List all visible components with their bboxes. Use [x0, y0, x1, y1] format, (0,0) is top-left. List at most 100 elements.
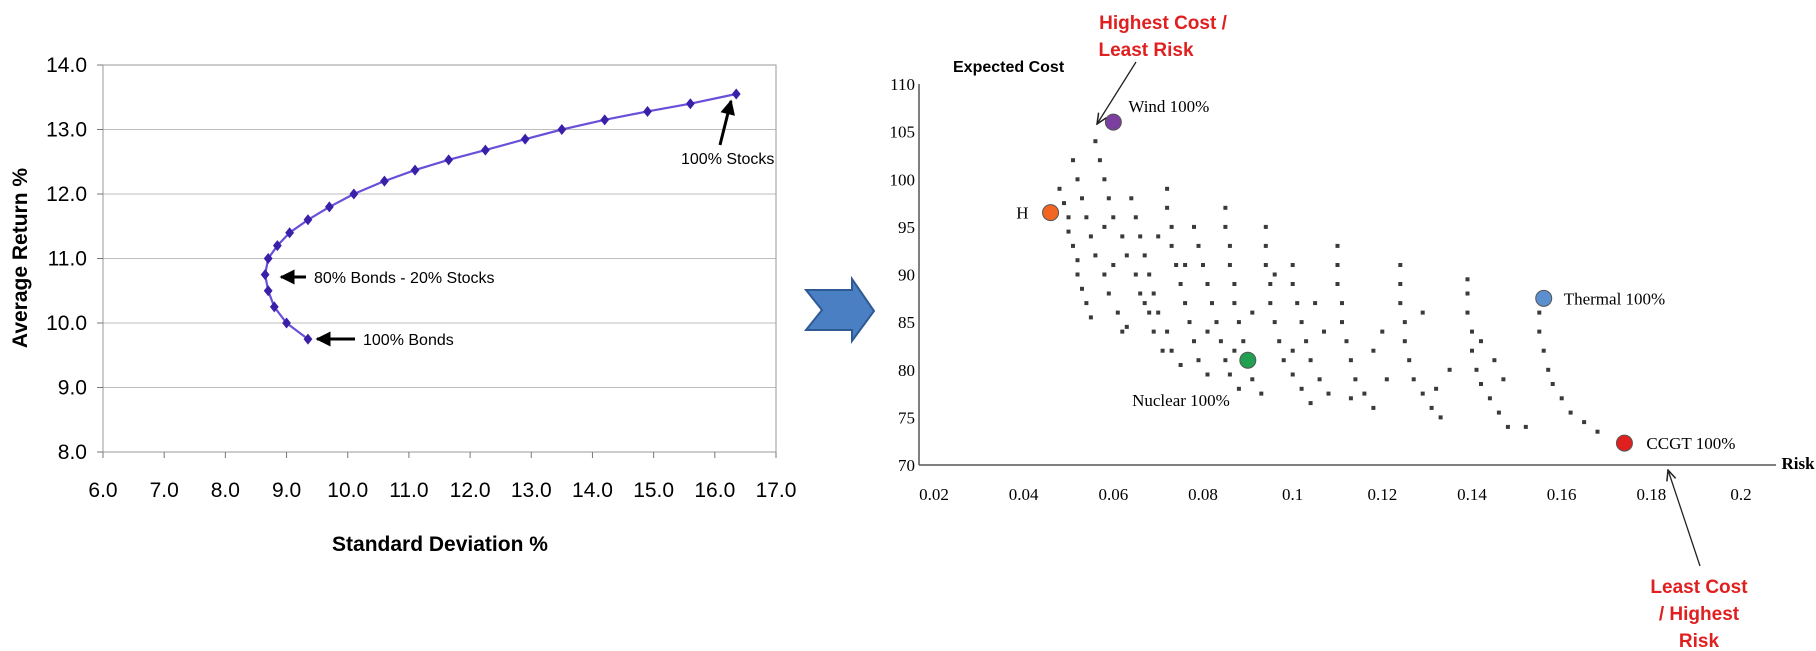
highlight-label: H — [1016, 204, 1028, 223]
callout-least-cost-arrow — [1668, 470, 1701, 567]
portfolio-point — [1102, 272, 1107, 277]
portfolio-point — [1479, 339, 1483, 344]
portfolio-point — [1223, 358, 1228, 363]
left-y-axis-label: Average Return % — [9, 168, 32, 348]
left-gridlines — [103, 64, 776, 453]
portfolio-point — [1501, 377, 1506, 382]
portfolio-point — [1151, 291, 1156, 296]
portfolio-point — [1088, 234, 1093, 239]
portfolio-point — [1187, 320, 1192, 325]
portfolio-point — [1420, 310, 1425, 315]
portfolio-point — [1214, 320, 1219, 325]
portfolio-point — [1183, 301, 1188, 306]
portfolio-point — [1106, 291, 1111, 296]
right-y-tick-label: 70 — [898, 456, 915, 475]
portfolio-point — [1223, 205, 1228, 210]
portfolio-point — [1111, 263, 1116, 267]
portfolio-point — [1398, 282, 1403, 286]
portfolio-points — [1057, 139, 1600, 434]
portfolio-point — [1411, 377, 1416, 382]
frontier-point — [643, 105, 652, 117]
portfolio-point — [1380, 329, 1385, 334]
callout-highest-cost-arrow — [1097, 61, 1137, 124]
frontier-point — [263, 285, 273, 297]
highlight-label: Nuclear 100% — [1132, 391, 1230, 410]
portfolio-point — [1263, 243, 1268, 248]
frontier-point — [263, 253, 273, 264]
portfolio-point — [1335, 263, 1340, 267]
right-x-tick-labels: 0.02 0.04 0.06 0.08 0.1 0.12 0.14 0.16 0.18 0.2 — [919, 485, 1752, 504]
portfolio-point — [1474, 367, 1479, 372]
highlight-point — [1042, 204, 1060, 222]
portfolio-point — [1066, 215, 1071, 220]
portfolio-point — [1093, 253, 1098, 258]
frontier-point — [480, 144, 490, 156]
right-x-tick-label: 0.06 — [1098, 485, 1128, 504]
callout-highest-cost-line1: Highest Cost / — [1099, 13, 1227, 34]
left-x-tick-label: 7.0 — [150, 479, 179, 502]
portfolio-point — [1420, 391, 1425, 396]
right-x-tick-label: 0.14 — [1457, 485, 1487, 504]
portfolio-point — [1290, 282, 1295, 286]
annotation-bonds: 100% Bonds — [363, 332, 454, 349]
highlight-points: Wind 100% H Nuclear 100% Thermal 100% CCGT 1… — [1016, 97, 1735, 453]
left-y-tick-label: 9.0 — [58, 377, 87, 400]
portfolio-point — [1537, 329, 1542, 334]
right-x-tick-label: 0.2 — [1730, 485, 1751, 504]
portfolio-point — [1062, 201, 1066, 206]
portfolio-point — [1335, 282, 1340, 286]
frontier-point — [303, 214, 313, 226]
portfolio-point — [1447, 367, 1452, 372]
portfolio-point — [1595, 429, 1600, 434]
portfolio-point — [1075, 177, 1080, 182]
portfolio-point — [1465, 277, 1470, 282]
stocks-arrow — [718, 99, 736, 146]
portfolio-point — [1169, 348, 1174, 353]
portfolio-point — [1299, 320, 1304, 325]
highlight-label: Wind 100% — [1128, 97, 1209, 116]
portfolio-point — [1272, 272, 1277, 277]
portfolio-point — [1120, 234, 1125, 239]
portfolio-point — [1201, 263, 1205, 267]
portfolio-point — [1340, 320, 1344, 325]
portfolio-point — [1295, 301, 1300, 306]
portfolio-point — [1232, 282, 1237, 286]
portfolio-point — [1362, 391, 1367, 396]
portfolio-point — [1335, 243, 1340, 248]
highlight-label: Thermal 100% — [1564, 289, 1666, 308]
portfolio-point — [1559, 396, 1564, 401]
portfolio-point — [1487, 396, 1492, 401]
portfolio-point — [1232, 301, 1237, 306]
frontier-markers — [260, 88, 741, 345]
portfolio-point — [1241, 339, 1246, 344]
portfolio-point — [1147, 272, 1152, 277]
portfolio-point — [1402, 320, 1407, 325]
left-y-tick-label: 14.0 — [46, 54, 87, 77]
portfolio-point — [1348, 358, 1353, 363]
portfolio-point — [1348, 396, 1353, 401]
portfolio-point — [1192, 339, 1196, 344]
portfolio-point — [1174, 263, 1179, 267]
left-y-tick-label: 12.0 — [46, 183, 87, 206]
frontier-point — [303, 333, 313, 345]
left-x-axis-label: Standard Deviation % — [332, 533, 548, 556]
portfolio-point — [1340, 301, 1344, 306]
frontier-point — [260, 269, 270, 281]
highlight-point — [1535, 289, 1553, 307]
annotation-mix: 80% Bonds - 20% Stocks — [314, 270, 495, 287]
portfolio-point — [1236, 320, 1241, 325]
portfolio-point — [1371, 348, 1376, 353]
portfolio-point — [1268, 301, 1273, 306]
portfolio-point — [1470, 348, 1474, 353]
portfolio-point — [1371, 405, 1376, 410]
portfolio-point — [1178, 363, 1183, 367]
left-x-tick-label: 13.0 — [511, 479, 552, 502]
portfolio-point — [1084, 301, 1089, 306]
left-x-tick-label: 8.0 — [211, 479, 240, 502]
portfolio-point — [1142, 253, 1147, 258]
portfolio-point — [1304, 339, 1309, 344]
portfolio-point — [1568, 410, 1573, 415]
frontier-point — [520, 133, 530, 145]
left-x-tick-label: 11.0 — [389, 479, 428, 502]
